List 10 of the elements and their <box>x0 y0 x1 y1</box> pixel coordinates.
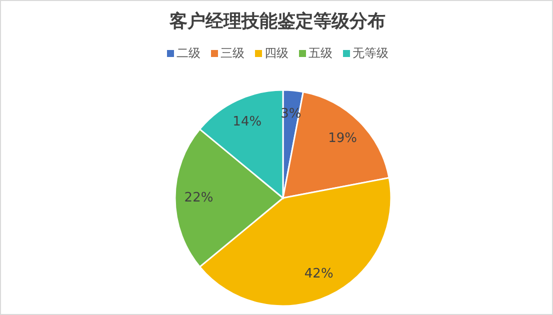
legend-label: 五级 <box>308 45 332 62</box>
data-label: 14% <box>232 114 262 130</box>
legend-label: 四级 <box>264 45 288 62</box>
chart-title: 客户经理技能鉴定等级分布 <box>168 10 386 33</box>
legend-label: 二级 <box>176 45 200 62</box>
legend-label: 无等级 <box>352 45 388 62</box>
data-label: 22% <box>184 190 214 206</box>
legend-label: 三级 <box>220 45 244 62</box>
data-label: 19% <box>328 130 358 146</box>
data-label: 42% <box>304 266 334 282</box>
